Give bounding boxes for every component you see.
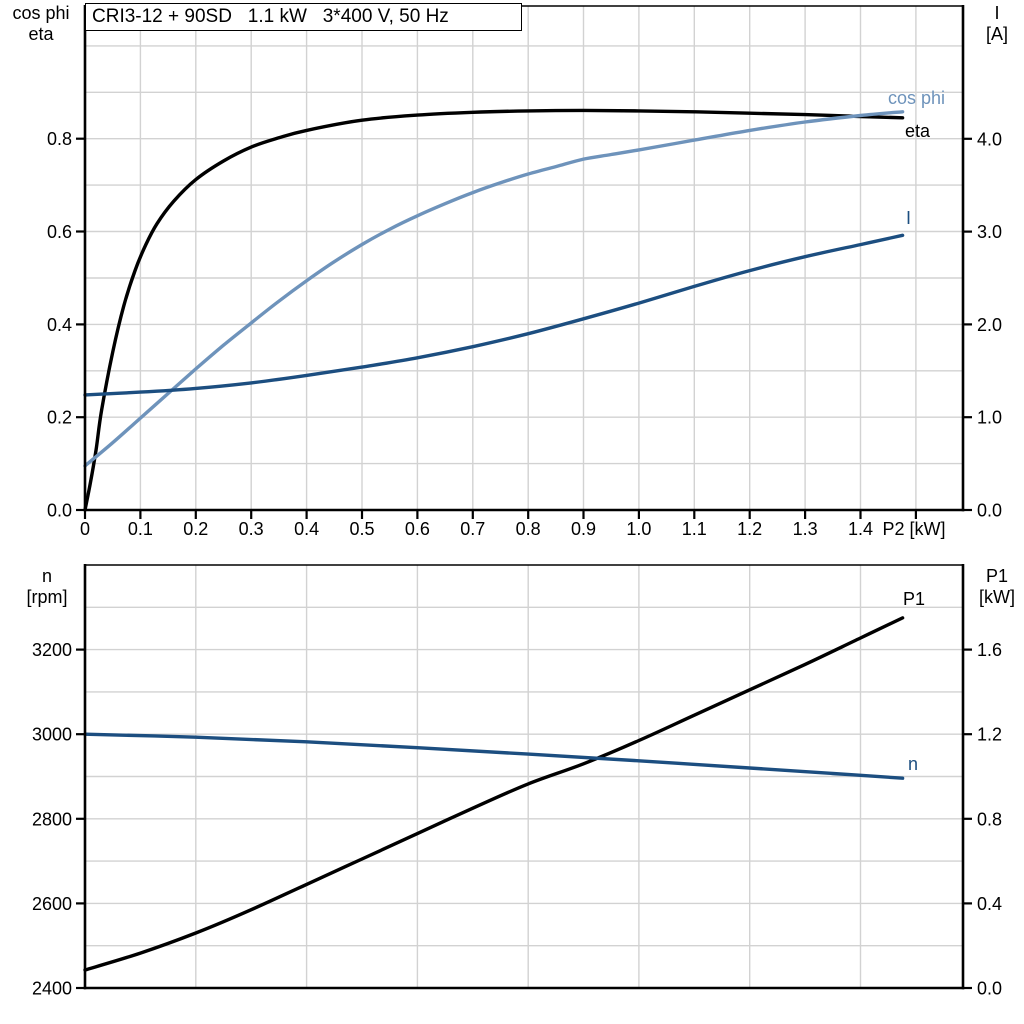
axis-header-speed-unit: [rpm]	[26, 587, 68, 607]
left-tick-label: 2400	[32, 979, 72, 999]
x-tick-label: 0.1	[128, 519, 153, 539]
left-tick-label: 3200	[32, 640, 72, 660]
right-tick-label: 0.0	[977, 501, 1002, 521]
left-tick-label: 0.6	[47, 222, 72, 242]
left-tick-label: 0.8	[47, 129, 72, 149]
curve-label-I: I	[906, 208, 911, 228]
x-tick-label: 1.4	[848, 519, 873, 539]
curve-n	[83, 732, 905, 780]
bottom-right-axis-header: P1 [kW]	[968, 566, 1024, 608]
top-right-axis-header: I [A]	[968, 3, 1024, 45]
left-tick-label: 3000	[32, 725, 72, 745]
curve-P1	[83, 616, 905, 972]
left-tick-label: 0.4	[47, 315, 72, 335]
curve-label-cos-phi: cos phi	[888, 88, 945, 108]
left-tick-label: 0.2	[47, 408, 72, 428]
right-tick-label: 1.6	[977, 640, 1002, 660]
x-tick-label: 0.8	[516, 519, 541, 539]
axis-header-speed: n	[41, 566, 52, 586]
curve-cos-phi	[83, 110, 905, 468]
axis-header-p1-unit: [kW]	[979, 587, 1015, 607]
x-axis-unit-label: P2 [kW]	[882, 519, 945, 539]
x-tick-label: 0.5	[349, 519, 374, 539]
right-tick-label: 3.0	[977, 222, 1002, 242]
right-tick-label: 4.0	[977, 129, 1002, 149]
x-tick-label: 1.2	[737, 519, 762, 539]
curve-I	[83, 233, 905, 397]
x-tick-label: 0.6	[405, 519, 430, 539]
curve-eta	[83, 108, 905, 512]
curve-label-n: n	[908, 754, 918, 774]
axis-header-eta: eta	[28, 24, 54, 44]
right-tick-label: 0.4	[977, 894, 1002, 914]
right-tick-label: 1.0	[977, 408, 1002, 428]
x-tick-label: 0.7	[460, 519, 485, 539]
left-tick-label: 0.0	[47, 501, 72, 521]
x-tick-label: 0.9	[571, 519, 596, 539]
axis-header-current: I	[994, 3, 1000, 23]
axis-header-current-unit: [A]	[985, 24, 1008, 44]
axis-header-cos-phi: cos phi	[12, 3, 70, 23]
x-tick-label: 1.3	[793, 519, 818, 539]
bottom-left-axis-header: n [rpm]	[7, 566, 87, 608]
chart-title-box: CRI3-12 + 90SD 1.1 kW 3*400 V, 50 Hz	[85, 3, 522, 31]
curve-label-P1: P1	[903, 589, 925, 609]
top-left-axis-header: cos phi eta	[1, 3, 81, 45]
x-tick-label: 1.0	[626, 519, 651, 539]
x-tick-label: 1.1	[682, 519, 707, 539]
right-tick-label: 1.2	[977, 725, 1002, 745]
axis-header-p1: P1	[985, 566, 1009, 586]
x-tick-label: 0.3	[239, 519, 264, 539]
left-tick-label: 2800	[32, 809, 72, 829]
x-tick-label: 0.2	[183, 519, 208, 539]
right-tick-label: 2.0	[977, 315, 1002, 335]
curve-label-eta: eta	[905, 121, 931, 141]
left-tick-label: 2600	[32, 894, 72, 914]
right-tick-label: 0.8	[977, 809, 1002, 829]
chart-title: CRI3-12 + 90SD 1.1 kW 3*400 V, 50 Hz	[92, 6, 449, 27]
x-tick-label: 0	[80, 519, 90, 539]
right-tick-label: 0.0	[977, 979, 1002, 999]
x-tick-label: 0.4	[294, 519, 319, 539]
